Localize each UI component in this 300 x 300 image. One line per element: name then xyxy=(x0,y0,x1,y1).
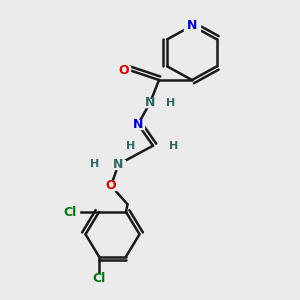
Bar xyxy=(117,66,130,74)
Bar xyxy=(144,99,156,107)
Text: H: H xyxy=(126,141,135,151)
Bar xyxy=(62,208,79,216)
Text: H: H xyxy=(90,159,99,169)
Text: Cl: Cl xyxy=(92,272,106,285)
Text: N: N xyxy=(187,19,197,32)
Bar xyxy=(126,142,135,149)
Text: N: N xyxy=(133,118,143,131)
Bar xyxy=(105,182,117,190)
Bar xyxy=(112,160,124,169)
Text: N: N xyxy=(145,96,155,110)
Text: Cl: Cl xyxy=(64,206,77,218)
Bar xyxy=(90,161,99,168)
Text: O: O xyxy=(118,64,129,76)
Text: H: H xyxy=(167,98,176,108)
Bar xyxy=(167,99,176,106)
Text: N: N xyxy=(113,158,124,171)
Text: O: O xyxy=(106,179,116,192)
Bar xyxy=(132,120,144,129)
Bar xyxy=(169,142,178,149)
Text: H: H xyxy=(169,141,178,151)
Bar xyxy=(184,21,200,31)
Bar xyxy=(91,274,107,283)
